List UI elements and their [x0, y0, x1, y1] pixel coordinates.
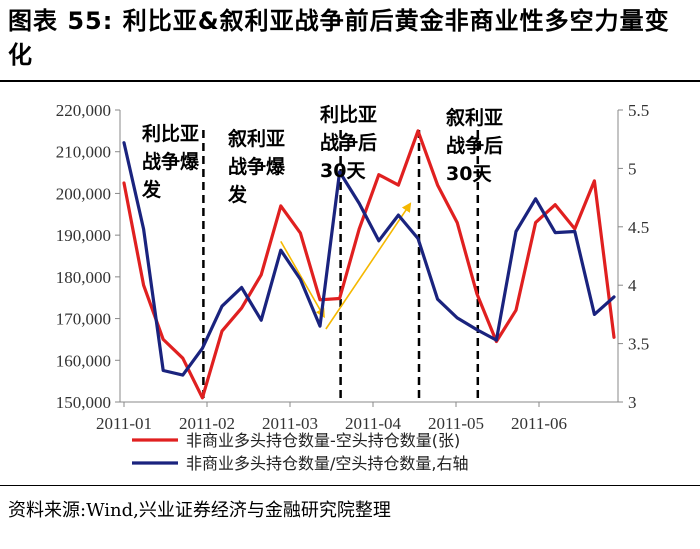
event-annotation-line: 发	[227, 183, 248, 206]
right-tick-label: 3.5	[628, 335, 649, 354]
event-annotation-line: 战争爆	[142, 150, 200, 173]
title-rule	[0, 80, 700, 82]
x-tick-label: 2011-04	[345, 414, 402, 433]
series-line-net-position	[122, 129, 616, 400]
series-line-ratio	[122, 141, 616, 377]
left-tick-label: 150,000	[56, 393, 111, 412]
right-tick-label: 3	[628, 393, 637, 412]
right-tick-label: 4	[628, 276, 637, 295]
left-tick-label: 220,000	[56, 101, 111, 120]
event-annotation-line: 叙利亚	[228, 127, 285, 150]
event-annotation-line: 叙利亚	[446, 106, 503, 129]
legend-entry: 非商业多头持仓数量/空头持仓数量,右轴	[186, 454, 468, 473]
left-tick-label: 160,000	[56, 351, 111, 370]
trend-arrow	[325, 202, 412, 330]
chart: 150,000 160,000 170,000 180,000 190,000 200,0…	[56, 101, 650, 473]
x-tick-label: 2011-03	[262, 414, 318, 433]
event-annotation-line: 30天	[320, 160, 366, 182]
x-tick-label: 2011-02	[179, 414, 235, 433]
right-tick-label: 4.5	[628, 218, 649, 237]
source-note: 资料来源:Wind,兴业证券经济与金融研究院整理	[8, 500, 391, 521]
event-annotation-line: 利比亚	[142, 123, 199, 145]
legend-entry: 非商业多头持仓数量-空头持仓数量(张)	[186, 431, 460, 450]
event-annotation-line: 30天	[446, 163, 492, 185]
left-tick-label: 170,000	[56, 310, 111, 329]
trend-arrow	[280, 241, 325, 319]
right-tick-label: 5	[628, 159, 637, 178]
event-annotation-line: 利比亚	[320, 104, 377, 126]
event-annotation-line: 发	[141, 178, 162, 201]
left-tick-label: 200,000	[56, 184, 111, 203]
x-tick-label: 2011-01	[96, 414, 152, 433]
left-tick-label: 180,000	[56, 268, 111, 287]
source-rule	[0, 485, 700, 486]
left-tick-label: 210,000	[56, 143, 111, 162]
left-tick-label: 190,000	[56, 226, 111, 245]
x-tick-label: 2011-06	[511, 414, 567, 433]
right-tick-label: 5.5	[628, 101, 649, 120]
x-tick-label: 2011-05	[428, 414, 484, 433]
event-annotation-line: 战争后	[320, 131, 377, 154]
event-annotation-line: 战争后	[446, 134, 503, 157]
chart-title: 图表 55: 利比亚&叙利亚战争前后黄金非商业性多空力量变化	[8, 7, 670, 69]
event-annotation-line: 战争爆	[228, 155, 286, 178]
